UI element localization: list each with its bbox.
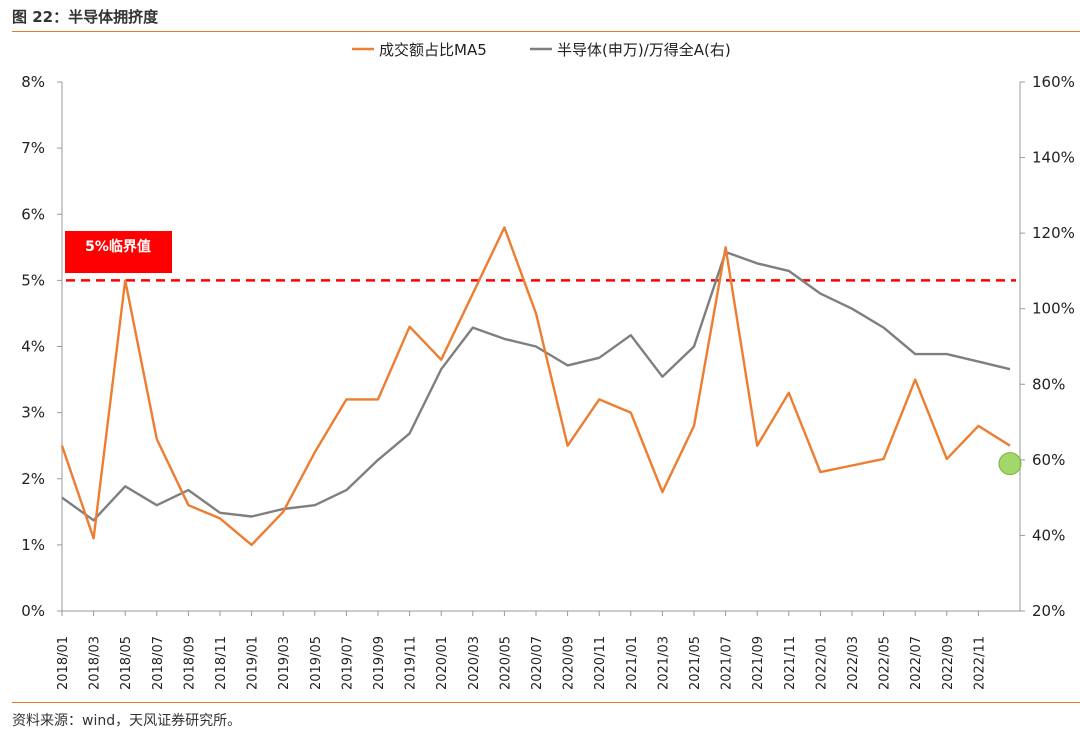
- series-line-2: [61, 250, 1011, 522]
- y-left-tick-label: 3%: [21, 404, 45, 422]
- x-tick-label: 2021/11: [783, 636, 798, 690]
- threshold-label: 5%临界值: [85, 238, 151, 255]
- y-axis-right-ticks: 20% 40% 60% 80% 100% 120% 140% 160%: [1020, 73, 1075, 620]
- x-tick-label: 2020/05: [498, 636, 513, 690]
- y-right-tick-label: 160%: [1032, 73, 1075, 91]
- x-tick-label: 2021/07: [720, 636, 735, 690]
- x-tick-label: 2022/05: [878, 636, 893, 690]
- y-left-tick-label: 8%: [21, 73, 45, 91]
- x-tick-label: 2020/01: [435, 636, 450, 690]
- x-tick-label: 2022/09: [941, 636, 956, 690]
- source-divider: [12, 702, 1080, 703]
- x-tick-label: 2019/09: [372, 636, 387, 690]
- y-right-tick-label: 40%: [1032, 526, 1065, 544]
- x-tick-label: 2022/03: [846, 636, 861, 690]
- title-divider: [12, 31, 1080, 32]
- x-axis-ticks: 2018/01 2018/03 2018/05 2018/07 2018/09 2018/…: [56, 611, 987, 690]
- y-right-tick-label: 100%: [1032, 300, 1075, 318]
- y-left-tick-label: 7%: [21, 139, 45, 157]
- x-tick-label: 2019/01: [246, 636, 261, 690]
- x-tick-label: 2022/07: [909, 636, 924, 690]
- x-tick-label: 2020/09: [562, 636, 577, 690]
- y-right-tick-label: 20%: [1032, 602, 1065, 620]
- x-tick-label: 2018/07: [151, 636, 166, 690]
- legend-label-series-1: 成交额占比MA5: [379, 41, 487, 59]
- y-axis-left-ticks: 0% 1% 2% 3% 4% 5% 6% 7% 8%: [21, 73, 62, 620]
- y-left-tick-label: 0%: [21, 602, 45, 620]
- source-note: 资料来源：wind，天风证券研究所。: [12, 713, 242, 729]
- x-tick-label: 2019/05: [309, 636, 324, 690]
- x-tick-label: 2019/07: [340, 636, 355, 690]
- series-line-1: [60, 226, 1011, 547]
- x-tick-label: 2020/11: [593, 636, 608, 690]
- legend-label-series-2: 半导体(申万)/万得全A(右): [557, 41, 731, 59]
- x-tick-label: 2018/03: [88, 636, 103, 690]
- y-left-tick-label: 1%: [21, 536, 45, 554]
- legend: 成交额占比MA5 半导体(申万)/万得全A(右): [352, 41, 731, 59]
- x-tick-label: 2019/03: [277, 636, 292, 690]
- y-left-tick-label: 6%: [21, 205, 45, 223]
- x-tick-label: 2018/09: [182, 636, 197, 690]
- y-right-tick-label: 80%: [1032, 375, 1065, 393]
- x-tick-label: 2021/05: [688, 636, 703, 690]
- threshold-label-box: [65, 231, 172, 273]
- x-tick-label: 2019/11: [404, 636, 419, 690]
- y-left-tick-label: 2%: [21, 470, 45, 488]
- x-tick-label: 2021/01: [625, 636, 640, 690]
- figure-title: 图 22：半导体拥挤度: [12, 8, 159, 26]
- marker-layer: [998, 452, 1022, 476]
- y-right-tick-label: 140%: [1032, 149, 1075, 167]
- x-tick-label: 2018/01: [56, 636, 71, 690]
- chart-canvas: 成交额占比MA5 半导体(申万)/万得全A(右) 0% 1% 2% 3% 4% 5% 6% 7…: [21, 41, 1075, 690]
- y-right-tick-label: 60%: [1032, 451, 1065, 469]
- x-tick-label: 2022/11: [972, 636, 987, 690]
- x-tick-label: 2018/05: [119, 636, 134, 690]
- x-tick-label: 2021/03: [656, 636, 671, 690]
- y-right-tick-label: 120%: [1032, 224, 1075, 242]
- x-tick-label: 2018/11: [214, 636, 229, 690]
- x-tick-label: 2020/03: [467, 636, 482, 690]
- annotations: 5%临界值: [65, 231, 1016, 282]
- x-tick-label: 2020/07: [530, 636, 545, 690]
- latest-point-marker: [998, 452, 1022, 476]
- series-layer: [60, 226, 1011, 547]
- x-tick-label: 2022/01: [814, 636, 829, 690]
- y-left-tick-label: 5%: [21, 271, 45, 289]
- y-left-tick-label: 4%: [21, 338, 45, 356]
- x-tick-label: 2021/09: [751, 636, 766, 690]
